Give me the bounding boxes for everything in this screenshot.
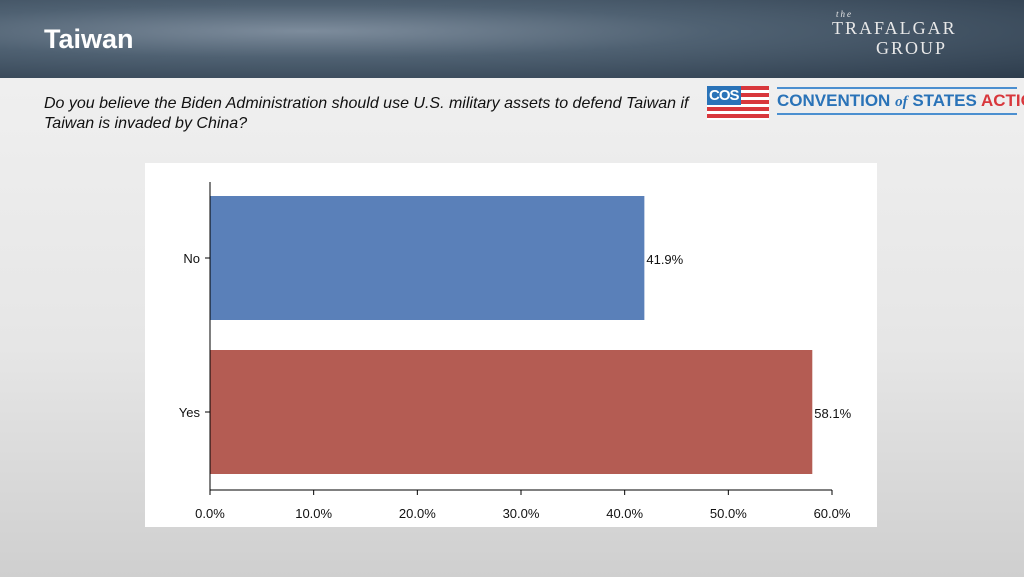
data-label: 41.9%	[646, 252, 683, 267]
survey-question: Do you believe the Biden Administration …	[44, 95, 689, 132]
cos-name-c: ACTION	[980, 91, 1024, 110]
y-tick-label: Yes	[179, 405, 201, 420]
page-title: Taiwan	[44, 24, 134, 54]
header-banner: Taiwan the TRAFALGAR GROUP	[0, 0, 1024, 78]
cos-name-a: CONVENTION	[777, 91, 891, 110]
logo-line1: TRAFALGAR	[832, 18, 957, 38]
data-label: 58.1%	[814, 406, 851, 421]
cos-abbr: COS	[707, 86, 741, 105]
cos-name-of: of	[895, 94, 908, 110]
x-tick-label: 30.0%	[503, 506, 540, 521]
logo-the: the	[836, 9, 853, 19]
x-tick-label: 20.0%	[399, 506, 436, 521]
cos-name: CONVENTION of STATES ACTION	[777, 87, 1024, 115]
x-tick-label: 40.0%	[606, 506, 643, 521]
x-tick-label: 50.0%	[710, 506, 747, 521]
logo-line2: GROUP	[876, 38, 948, 58]
x-tick-label: 10.0%	[295, 506, 332, 521]
bar-yes	[210, 350, 813, 474]
y-tick-label: No	[183, 251, 200, 266]
cos-logo: COS CONVENTION of STATES ACTION	[705, 84, 1024, 122]
cos-name-b: STATES	[912, 91, 977, 110]
x-tick-label: 60.0%	[814, 506, 851, 521]
x-tick-label: 0.0%	[195, 506, 225, 521]
bar-no	[210, 196, 645, 320]
trafalgar-logo: the TRAFALGAR GROUP	[832, 9, 957, 59]
